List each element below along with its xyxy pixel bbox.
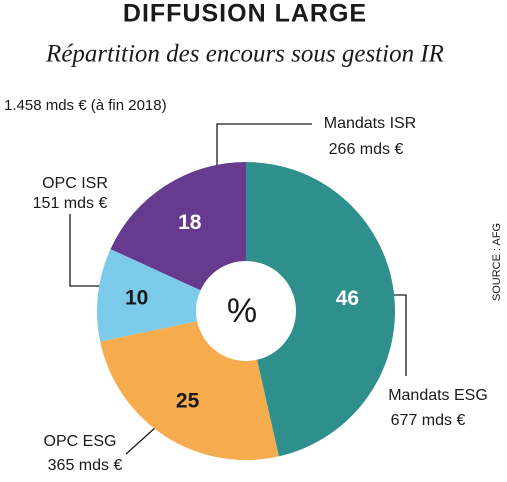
pie-slice: [100, 321, 279, 461]
leader-line: [125, 426, 157, 455]
category-label: Mandats ESG: [388, 387, 488, 404]
category-label: OPC ESG: [44, 433, 117, 450]
amount-label: 266 mds €: [329, 141, 404, 158]
value-label: 46: [336, 287, 359, 310]
chart-subtitle: Répartition des encours sous gestion IR: [45, 41, 444, 68]
leader-line: [390, 294, 407, 376]
leader-line: [69, 214, 100, 287]
category-label: OPC ISR: [42, 175, 108, 192]
amount-label: 151 mds €: [33, 195, 108, 212]
category-label: Mandats ISR: [324, 115, 416, 132]
chart-title: DIFFUSION LARGE: [123, 0, 367, 28]
leader-line: [216, 123, 312, 166]
value-label: 10: [125, 286, 148, 309]
source: SOURCE : AFG: [491, 223, 503, 301]
pie-slice: [97, 249, 201, 342]
pie-slice: [110, 162, 246, 291]
value-label: 25: [176, 389, 200, 412]
amount-label: 365 mds €: [48, 457, 123, 474]
pie-slice: [246, 162, 395, 457]
amount-label: 677 mds €: [391, 412, 466, 429]
value-label: 18: [178, 211, 202, 234]
center-label: %: [227, 292, 257, 330]
total-label: 1.458 mds € (à fin 2018): [4, 97, 167, 114]
